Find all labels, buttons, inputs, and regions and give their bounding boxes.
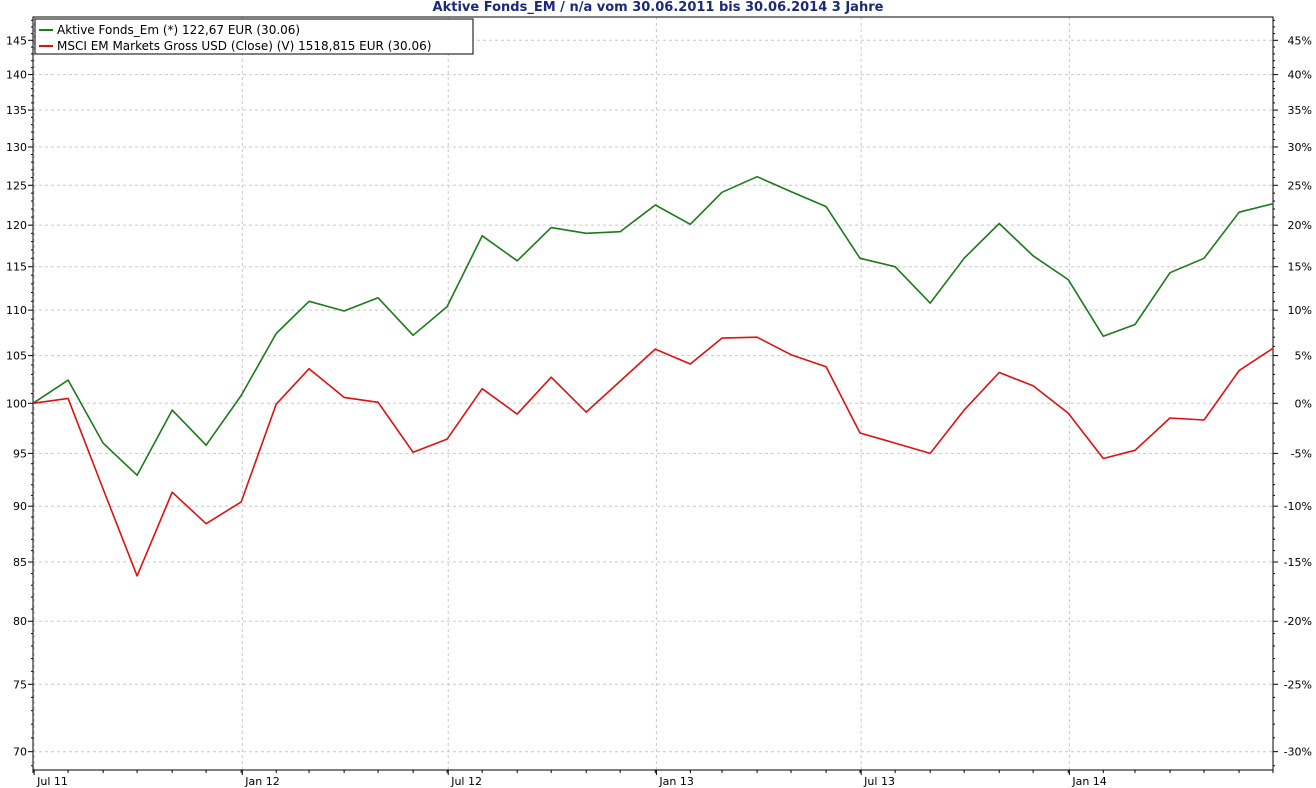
x-tick-label: Jul 13 (863, 775, 895, 788)
y-right-tick-label: 0% (1295, 397, 1312, 410)
y-left-tick-label: 110 (6, 304, 27, 317)
x-tick-label: Jan 12 (244, 775, 279, 788)
x-tick-label: Jul 11 (36, 775, 68, 788)
y-right-tick-label: 30% (1288, 141, 1312, 154)
y-right-tick-label: 35% (1288, 104, 1312, 117)
legend-label: Aktive Fonds_Em (*) 122,67 EUR (30.06) (57, 23, 300, 37)
y-right-tick-label: -20% (1284, 615, 1312, 628)
y-right-tick-label: 45% (1288, 34, 1312, 47)
y-right-tick-label: 5% (1295, 350, 1312, 363)
y-left-tick-label: 85 (13, 556, 27, 569)
y-right-tick-label: 20% (1288, 219, 1312, 232)
y-left-tick-label: 90 (13, 500, 27, 513)
chart-title: Aktive Fonds_EM / n/a vom 30.06.2011 bis… (432, 0, 884, 15)
plot-frame (32, 16, 1274, 771)
y-left-tick-label: 120 (6, 219, 27, 232)
legend-label: MSCI EM Markets Gross USD (Close) (V) 15… (57, 39, 431, 53)
x-tick-label: Jan 14 (1071, 775, 1106, 788)
y-right-tick-label: -25% (1284, 678, 1312, 691)
y-left-tick-label: 80 (13, 615, 27, 628)
y-left-tick-label: 125 (6, 179, 27, 192)
y-left-tick-label: 105 (6, 350, 27, 363)
x-tick-label: Jul 12 (450, 775, 482, 788)
series-line-1 (32, 175, 1274, 477)
x-tick-label: Jan 13 (658, 775, 693, 788)
y-right-tick-label: -30% (1284, 746, 1312, 759)
y-right-tick-label: 15% (1288, 261, 1312, 274)
y-right-tick-label: 10% (1288, 304, 1312, 317)
legend-box (34, 18, 474, 55)
y-left-tick-label: 115 (6, 261, 27, 274)
y-left-tick-label: 75 (13, 678, 27, 691)
y-left-tick-label: 70 (13, 746, 27, 759)
y-left-tick-label: 140 (6, 69, 27, 82)
y-right-tick-label: 25% (1288, 179, 1312, 192)
y-right-tick-label: -10% (1284, 500, 1312, 513)
y-left-tick-label: 135 (6, 104, 27, 117)
series-line-2 (32, 336, 1274, 577)
y-left-tick-label: 95 (13, 447, 27, 460)
y-right-tick-label: 40% (1288, 69, 1312, 82)
y-right-tick-label: -15% (1284, 556, 1312, 569)
y-left-tick-label: 145 (6, 34, 27, 47)
y-left-tick-label: 130 (6, 141, 27, 154)
y-left-tick-label: 100 (6, 397, 27, 410)
y-right-tick-label: -5% (1291, 447, 1312, 460)
